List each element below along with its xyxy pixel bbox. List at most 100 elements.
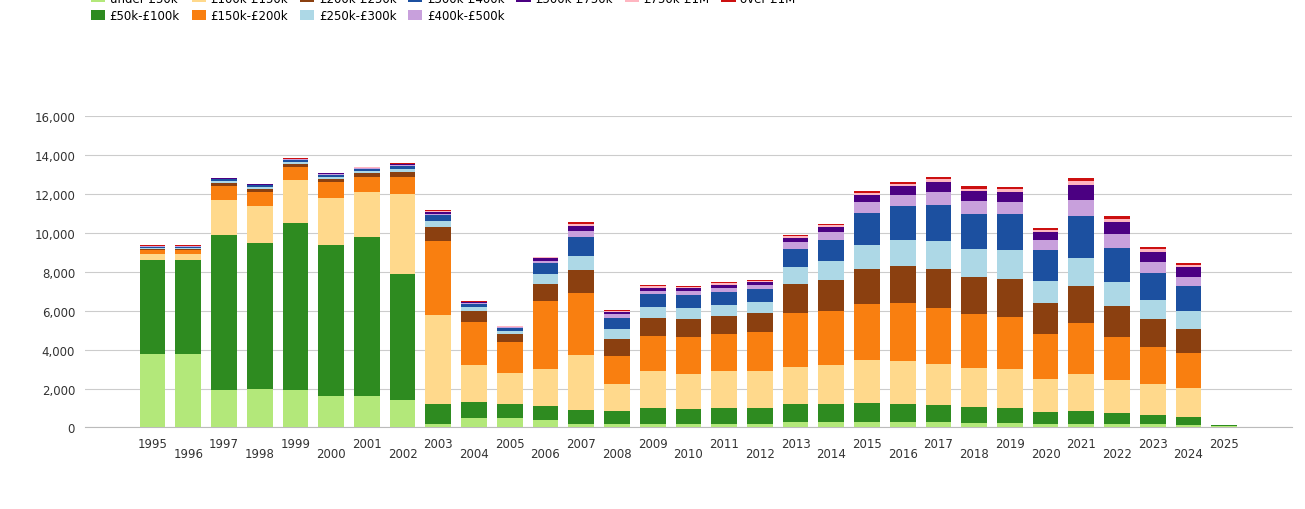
Text: 2011: 2011	[709, 437, 739, 450]
Bar	[783, 284, 808, 313]
Bar	[283, 163, 308, 164]
Bar	[283, 161, 308, 163]
Bar	[1176, 264, 1202, 265]
Bar	[604, 357, 630, 384]
Text: 2000: 2000	[316, 447, 346, 460]
Bar	[639, 286, 666, 287]
Bar	[604, 384, 630, 411]
Bar	[283, 167, 308, 181]
Bar	[354, 169, 380, 172]
Bar	[569, 423, 594, 428]
Bar	[497, 334, 522, 342]
Bar	[461, 304, 487, 307]
Bar	[390, 166, 415, 169]
Bar	[855, 422, 880, 428]
Bar	[890, 303, 916, 361]
Bar	[532, 301, 559, 370]
Bar	[783, 422, 808, 428]
Bar	[962, 369, 987, 407]
Bar	[604, 315, 630, 318]
Bar	[425, 228, 452, 241]
Bar	[855, 304, 880, 360]
Bar	[283, 181, 308, 224]
Bar	[855, 403, 880, 422]
Bar	[211, 201, 238, 236]
Bar	[569, 294, 594, 356]
Bar	[461, 418, 487, 428]
Bar	[676, 288, 701, 289]
Bar	[1104, 413, 1130, 423]
Bar	[711, 305, 737, 316]
Bar	[818, 404, 844, 422]
Bar	[604, 312, 630, 315]
Bar	[247, 190, 273, 193]
Text: 2022: 2022	[1103, 447, 1131, 460]
Bar	[925, 405, 951, 422]
Bar	[140, 248, 166, 249]
Bar	[818, 224, 844, 226]
Bar	[890, 240, 916, 267]
Bar	[890, 185, 916, 187]
Bar	[746, 313, 773, 332]
Bar	[997, 370, 1023, 408]
Bar	[997, 317, 1023, 370]
Bar	[746, 302, 773, 313]
Bar	[783, 243, 808, 249]
Bar	[711, 285, 737, 289]
Bar	[1069, 423, 1094, 428]
Bar	[461, 402, 487, 418]
Text: 2021: 2021	[1066, 437, 1096, 450]
Bar	[676, 308, 701, 319]
Bar	[604, 425, 630, 428]
Bar	[711, 289, 737, 293]
Bar	[711, 293, 737, 305]
Bar	[639, 307, 666, 318]
Bar	[1032, 233, 1058, 241]
Bar	[318, 183, 345, 199]
Bar	[1176, 426, 1202, 428]
Bar	[569, 223, 594, 224]
Bar	[1104, 380, 1130, 413]
Bar	[818, 228, 844, 233]
Bar	[711, 371, 737, 408]
Bar	[497, 327, 522, 328]
Bar	[711, 283, 737, 284]
Text: 1996: 1996	[174, 447, 204, 460]
Bar	[1176, 277, 1202, 287]
Bar	[1139, 347, 1165, 384]
Text: 2012: 2012	[745, 447, 775, 460]
Bar	[569, 410, 594, 423]
Legend: under £50k, £50k-£100k, £100k-£150k, £150k-£200k, £200k-£250k, £250k-£300k, £300: under £50k, £50k-£100k, £100k-£150k, £15…	[91, 0, 796, 23]
Bar	[890, 422, 916, 428]
Bar	[890, 195, 916, 206]
Bar	[1176, 388, 1202, 417]
Bar	[283, 159, 308, 160]
Bar	[639, 408, 666, 423]
Bar	[639, 318, 666, 336]
Bar	[676, 374, 701, 409]
Bar	[604, 311, 630, 312]
Bar	[211, 179, 238, 180]
Bar	[1139, 247, 1165, 249]
Bar	[532, 258, 559, 259]
Bar	[1139, 384, 1165, 415]
Bar	[676, 292, 701, 296]
Bar	[318, 174, 345, 175]
Bar	[425, 423, 452, 428]
Bar	[569, 232, 594, 237]
Bar	[818, 311, 844, 365]
Bar	[1104, 423, 1130, 428]
Text: 1995: 1995	[137, 437, 167, 450]
Bar	[818, 422, 844, 428]
Bar	[1069, 287, 1094, 324]
Text: 2006: 2006	[531, 447, 560, 460]
Bar	[461, 307, 487, 311]
Bar	[818, 233, 844, 240]
Text: 2004: 2004	[459, 447, 489, 460]
Bar	[997, 408, 1023, 422]
Bar	[925, 241, 951, 269]
Bar	[532, 420, 559, 428]
Bar	[318, 175, 345, 177]
Bar	[855, 193, 880, 195]
Bar	[855, 269, 880, 304]
